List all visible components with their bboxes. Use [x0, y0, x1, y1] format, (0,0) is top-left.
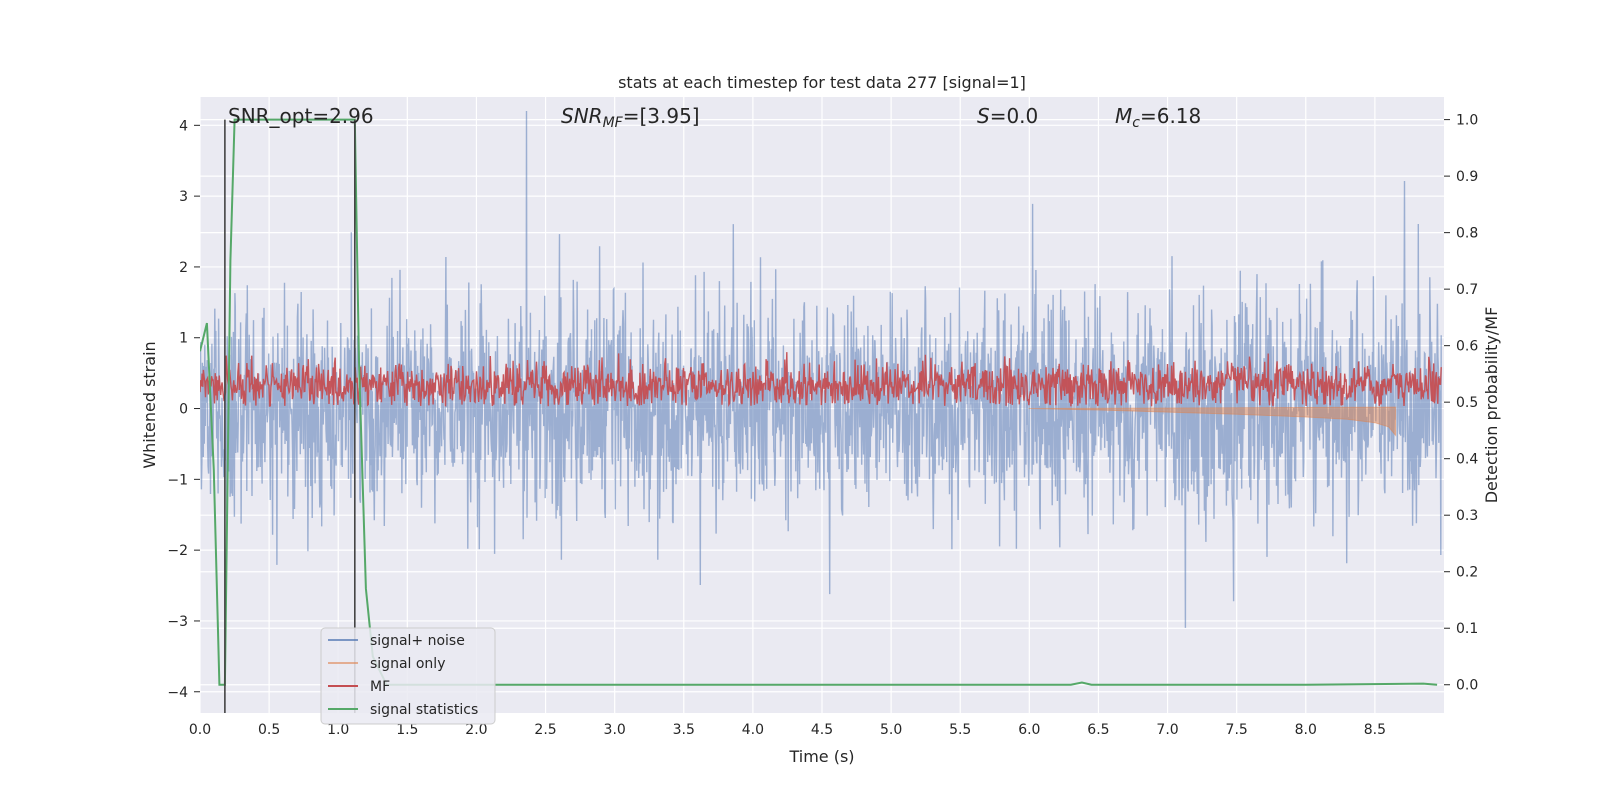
series-mf [200, 352, 1442, 407]
legend: signal+ noise signal only MF signal stat… [320, 627, 496, 725]
s-symbol: S [977, 104, 990, 128]
right-y-tick-label: 0.3 [1456, 508, 1478, 524]
y-tick-label: −3 [167, 614, 188, 630]
legend-label-mf: MF [370, 679, 390, 695]
snr-mf-value: =[3.95] [623, 104, 700, 128]
legend-label-signal-noise: signal+ noise [370, 633, 465, 649]
x-tick-label: 7.5 [1226, 722, 1248, 738]
mc-value: =6.18 [1140, 104, 1201, 128]
x-axis-label: Time (s) [788, 747, 854, 766]
x-tick-label: 8.5 [1364, 722, 1386, 738]
series-signal-only [1028, 406, 1397, 437]
x-tick-label: 2.0 [465, 722, 487, 738]
x-tick-label: 1.0 [327, 722, 349, 738]
y-tick-label: 3 [179, 189, 188, 205]
right-y-tick-label: 0.8 [1456, 226, 1478, 242]
right-y-tick-label: 0.7 [1456, 282, 1478, 298]
series-signal-noise [200, 110, 1442, 628]
mc-annotation: Mc=6.18 [1115, 104, 1201, 131]
y-tick-label: 2 [179, 260, 188, 276]
legend-label-signal-only: signal only [370, 656, 445, 672]
snr-mf-symbol: SNR [561, 104, 603, 128]
right-y-tick-label: 0.4 [1456, 452, 1478, 468]
y-tick-label: −2 [167, 543, 188, 559]
right-y-tick-labels: 1.0 0.9 0.8 0.7 0.6 0.5 0.4 0.3 0.2 0.1 0.0 [1456, 113, 1478, 694]
x-tick-label: 8.0 [1295, 722, 1317, 738]
y-tick-label: 4 [179, 118, 188, 134]
x-tick-label: 2.5 [534, 722, 556, 738]
y-tick-label: 1 [179, 331, 188, 347]
x-tick-label: 6.0 [1018, 722, 1040, 738]
x-tick-label: 5.0 [880, 722, 902, 738]
x-tick-labels: 0.0 0.5 1.0 1.5 2.0 2.5 3.0 3.5 4.0 4.5 5.0 5.5 6.0 6… [189, 722, 1386, 738]
right-y-tick-label: 0.1 [1456, 621, 1478, 637]
mc-symbol: M [1115, 104, 1132, 128]
y-tick-label: 0 [179, 402, 188, 418]
s-annotation: S=0.0 [977, 104, 1038, 128]
right-y-tick-label: 0.9 [1456, 169, 1478, 185]
right-y-tick-label: 1.0 [1456, 113, 1478, 129]
right-y-tick-label: 0.2 [1456, 565, 1478, 581]
x-tick-label: 0.0 [189, 722, 211, 738]
legend-box [320, 627, 496, 725]
chart-title: stats at each timestep for test data 277… [618, 73, 1026, 92]
legend-label-signal-statistics: signal statistics [370, 702, 478, 718]
x-tick-label: 0.5 [258, 722, 280, 738]
x-tick-label: 4.5 [811, 722, 833, 738]
right-y-tick-label: 0.6 [1456, 339, 1478, 355]
x-tick-label: 6.5 [1087, 722, 1109, 738]
mc-subscript: c [1132, 115, 1140, 131]
y-axis-label: Whitened strain [140, 341, 159, 468]
snr-mf-annotation: SNRMF=[3.95] [561, 104, 700, 131]
y-tick-label: −4 [167, 685, 188, 701]
right-y-tick-label: 0.5 [1456, 395, 1478, 411]
x-tick-label: 3.5 [673, 722, 695, 738]
x-tick-label: 3.0 [604, 722, 626, 738]
x-tick-label: 7.0 [1156, 722, 1178, 738]
s-value: =0.0 [990, 104, 1039, 128]
y-tick-labels: 4 3 2 1 0 −1 −2 −3 −4 [167, 118, 188, 700]
right-y-tick-label: 0.0 [1456, 678, 1478, 694]
right-y-axis-label: Detection probability/MF [1482, 307, 1501, 504]
x-tick-label: 5.5 [949, 722, 971, 738]
x-tick-label: 4.0 [742, 722, 764, 738]
vertical-lines [224, 119, 356, 713]
snr-opt-annotation: SNR_opt=2.96 [228, 104, 374, 128]
y-tick-label: −1 [167, 472, 188, 488]
snr-mf-subscript: MF [603, 115, 624, 131]
x-tick-label: 1.5 [396, 722, 418, 738]
